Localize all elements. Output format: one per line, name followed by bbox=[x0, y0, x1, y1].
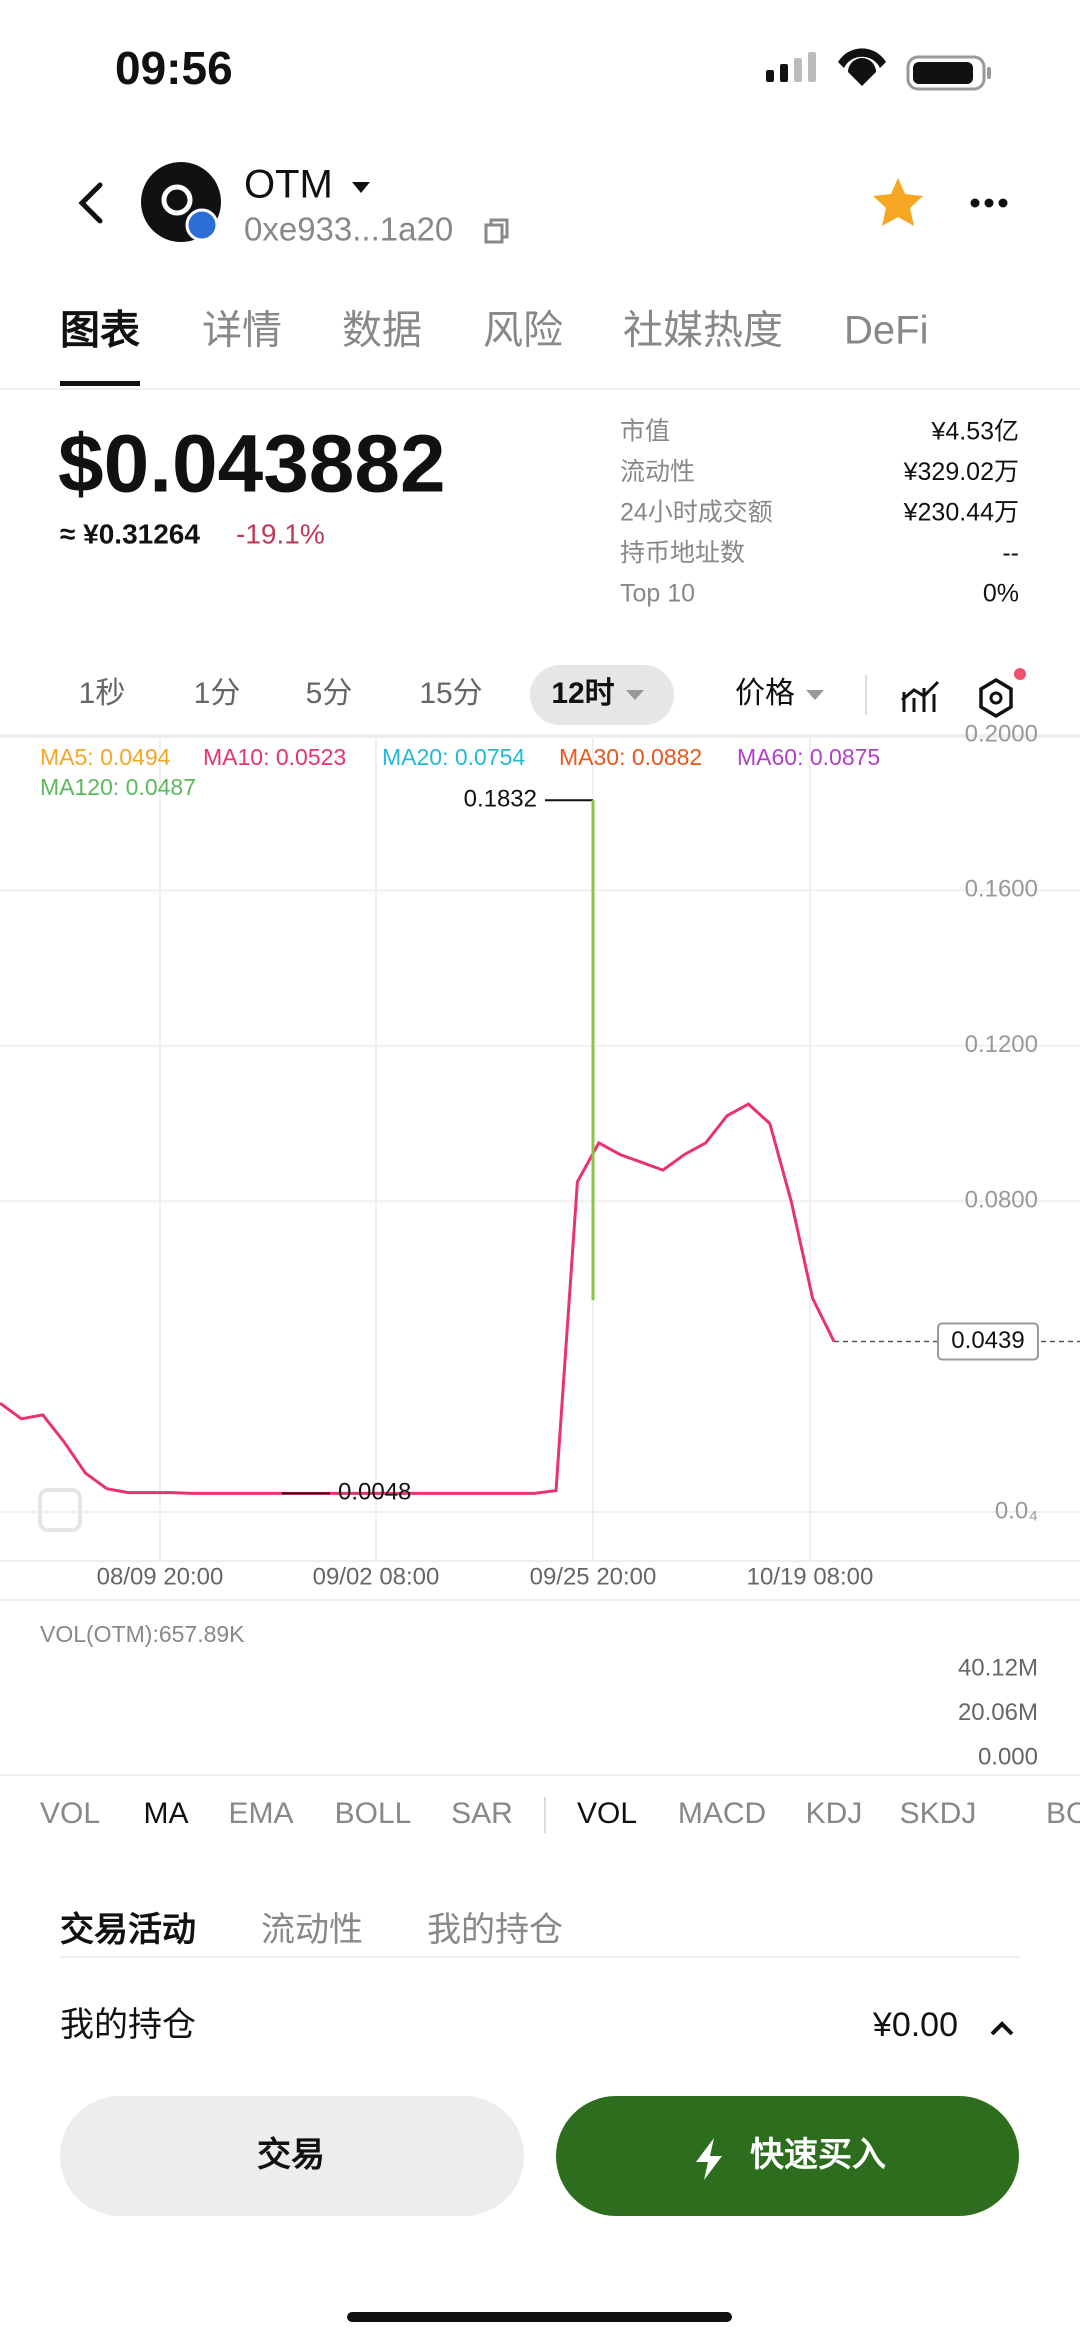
indicator-tab[interactable]: EMA bbox=[228, 1797, 293, 1830]
status-icons bbox=[257, 48, 991, 91]
interval[interactable]: 1秒 bbox=[79, 677, 126, 710]
token-name: OTM bbox=[244, 163, 333, 207]
price-line bbox=[0, 1102, 836, 1495]
activity-tab[interactable]: 流动性 bbox=[261, 1911, 363, 1949]
holdings-value: ¥0.00 bbox=[872, 2006, 958, 2044]
trade-button[interactable] bbox=[60, 2096, 524, 2216]
indicator-tab[interactable]: MA bbox=[144, 1797, 189, 1830]
ma-legend: MA5: 0.0494 bbox=[40, 744, 171, 770]
interval[interactable]: 15分 bbox=[419, 677, 482, 710]
ma-legend: MA10: 0.0523 bbox=[203, 744, 346, 770]
copy-icon[interactable] bbox=[484, 218, 509, 244]
y-tick-label: 0.0800 bbox=[965, 1187, 1038, 1214]
quick-buy-button[interactable] bbox=[556, 2096, 1019, 2216]
interval[interactable]: 5分 bbox=[306, 677, 353, 710]
volume-label: VOL(OTM):657.89K bbox=[40, 1621, 245, 1647]
stat-value: ¥329.02万 bbox=[903, 458, 1019, 486]
tab[interactable]: DeFi bbox=[844, 309, 928, 353]
status-time: 09:56 bbox=[115, 42, 233, 94]
current-box bbox=[937, 1322, 1039, 1361]
chain-badge bbox=[185, 208, 219, 242]
indicator-tab[interactable]: SKDJ bbox=[900, 1797, 977, 1830]
indicator-tab[interactable]: BOLL bbox=[335, 1797, 412, 1830]
stat-value: ¥4.53亿 bbox=[930, 418, 1019, 446]
indicator-tab[interactable]: KDJ bbox=[806, 1797, 863, 1830]
more-button[interactable] bbox=[970, 198, 1008, 208]
notification-dot bbox=[1014, 668, 1026, 680]
stat-label: 持币地址数 bbox=[620, 539, 745, 567]
indicator-tab[interactable]: MACD bbox=[678, 1797, 766, 1830]
stat-label: Top 10 bbox=[620, 580, 695, 608]
stat-label: 24小时成交额 bbox=[620, 499, 773, 527]
indicator-icon[interactable] bbox=[901, 680, 940, 712]
favorite-star[interactable] bbox=[873, 178, 923, 226]
activity-tab[interactable]: 我的持仓 bbox=[427, 1911, 563, 1949]
volume-tick-label: 20.06M bbox=[958, 1699, 1038, 1726]
holdings-label: 我的持仓 bbox=[60, 2006, 196, 2044]
ma-legend: MA30: 0.0882 bbox=[559, 744, 702, 770]
y-tick-label: 0.0₄ bbox=[995, 1497, 1038, 1524]
dropdown-caret[interactable] bbox=[352, 182, 370, 193]
avatar-glyph bbox=[161, 184, 193, 216]
price-usd: $0.043882 bbox=[58, 419, 446, 510]
stat-label: 流动性 bbox=[620, 458, 695, 486]
token-address: 0xe933...1a20 bbox=[244, 211, 453, 248]
tab[interactable]: 数据 bbox=[342, 309, 422, 353]
collapse-chevron[interactable] bbox=[990, 2021, 1014, 2036]
indicator-tab[interactable]: VOL bbox=[577, 1797, 637, 1830]
x-tick-label: 09/02 08:00 bbox=[313, 1563, 440, 1590]
tab[interactable]: 社媒热度 bbox=[623, 309, 783, 353]
x-tick-label: 10/19 08:00 bbox=[747, 1563, 874, 1590]
stat-value: ¥230.44万 bbox=[903, 499, 1019, 527]
price-cny: ≈ ¥0.31264 bbox=[60, 518, 200, 549]
tab[interactable]: 风险 bbox=[483, 309, 563, 353]
tab-indicator bbox=[60, 381, 140, 386]
price-change: -19.1% bbox=[236, 518, 325, 549]
x-tick-label: 09/25 20:00 bbox=[530, 1563, 657, 1590]
ma-legend: MA120: 0.0487 bbox=[40, 774, 196, 800]
indicator-tab[interactable]: SAR bbox=[451, 1797, 513, 1830]
low-label: 0.0048 bbox=[338, 1479, 411, 1506]
stat-value: -- bbox=[1002, 539, 1019, 567]
watermark bbox=[38, 1488, 82, 1532]
interval-caret bbox=[626, 690, 644, 700]
ma-legend: MA60: 0.0875 bbox=[737, 744, 880, 770]
quick-buy-label[interactable]: 快速买入 bbox=[750, 2136, 886, 2174]
indicator-tab[interactable]: BOLL bbox=[1046, 1797, 1080, 1830]
bolt-icon bbox=[696, 2138, 722, 2180]
y-tick-label: 0.1600 bbox=[965, 876, 1038, 903]
back-button[interactable] bbox=[78, 182, 103, 224]
tab[interactable]: 图表 bbox=[60, 309, 140, 353]
ma-legend: MA20: 0.0754 bbox=[382, 744, 525, 770]
indicator-tab[interactable]: VOL bbox=[40, 1797, 100, 1830]
trade-label[interactable]: 交易 bbox=[257, 2135, 325, 2174]
mode-caret bbox=[806, 690, 824, 700]
interval[interactable]: 12时 bbox=[551, 677, 614, 710]
y-tick-label: 0.1200 bbox=[965, 1031, 1038, 1058]
interval[interactable]: 1分 bbox=[194, 677, 241, 710]
settings-icon[interactable] bbox=[979, 677, 1013, 719]
stat-label: 市值 bbox=[620, 418, 670, 446]
y-tick-label: 0.2000 bbox=[965, 720, 1038, 747]
volume-tick-label: 40.12M bbox=[958, 1654, 1038, 1681]
activity-tab[interactable]: 交易活动 bbox=[60, 1910, 196, 1949]
interval-selected[interactable] bbox=[530, 665, 674, 725]
high-label: 0.1832 bbox=[464, 786, 537, 813]
volume-tick-label: 0.000 bbox=[978, 1743, 1038, 1770]
current-label: 0.0439 bbox=[951, 1327, 1024, 1354]
stat-value: 0% bbox=[983, 580, 1019, 608]
home-indicator bbox=[347, 2312, 732, 2322]
price-mode[interactable]: 价格 bbox=[735, 677, 795, 710]
tab[interactable]: 详情 bbox=[202, 309, 282, 353]
x-tick-label: 08/09 20:00 bbox=[97, 1563, 224, 1590]
